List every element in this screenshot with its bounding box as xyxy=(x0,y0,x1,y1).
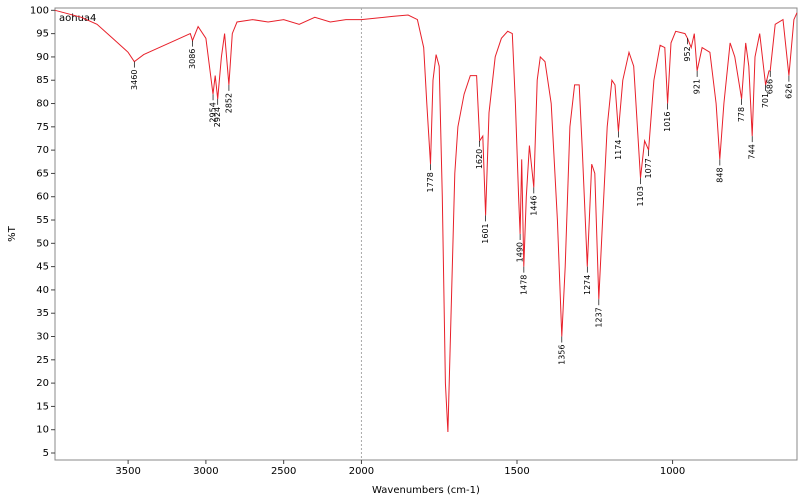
y-tick-label: 95 xyxy=(36,29,49,40)
peak-label: 1077 xyxy=(644,158,653,178)
peak-label: 1103 xyxy=(636,186,645,206)
y-tick-label: 5 xyxy=(43,448,49,459)
y-tick-label: 90 xyxy=(36,52,49,63)
y-tick-label: 85 xyxy=(36,75,49,86)
x-tick-label: 1500 xyxy=(504,466,529,477)
y-tick-label: 20 xyxy=(36,378,49,389)
y-tick-label: 50 xyxy=(36,238,49,249)
peak-label: 952 xyxy=(683,46,692,61)
peak-label: 2924 xyxy=(213,107,222,127)
peak-label: 686 xyxy=(766,79,775,94)
peak-label: 1174 xyxy=(614,139,623,159)
x-tick-label: 3500 xyxy=(115,466,140,477)
peak-label: 1356 xyxy=(557,345,566,365)
peak-label: 1237 xyxy=(594,307,603,327)
plot-frame xyxy=(54,7,798,461)
peak-label: 2852 xyxy=(224,93,233,113)
peak-label: 626 xyxy=(784,84,793,99)
peak-label: 1446 xyxy=(529,195,538,215)
peak-label: 778 xyxy=(737,107,746,122)
peak-label: 701 xyxy=(761,93,770,108)
y-tick-label: 75 xyxy=(36,122,49,133)
y-tick-label: 45 xyxy=(36,262,49,273)
peak-label: 1274 xyxy=(583,275,592,295)
peak-label: 3460 xyxy=(130,70,139,90)
y-tick-label: 100 xyxy=(30,5,49,16)
peak-label: 2954 xyxy=(209,102,218,122)
peak-label: 1601 xyxy=(481,223,490,243)
y-tick-label: 40 xyxy=(36,285,49,296)
y-tick-label: 15 xyxy=(36,401,49,412)
y-tick-label: 55 xyxy=(36,215,49,226)
y-tick-label: 30 xyxy=(36,332,49,343)
y-tick-label: 60 xyxy=(36,192,49,203)
peak-label: 3086 xyxy=(188,49,197,69)
y-tick-label: 80 xyxy=(36,99,49,110)
peak-label: 848 xyxy=(715,167,724,182)
x-tick-label: 3000 xyxy=(193,466,218,477)
x-tick-label: 2000 xyxy=(349,466,374,477)
y-tick-label: 35 xyxy=(36,308,49,319)
y-tick-label: 70 xyxy=(36,145,49,156)
spectrum-line xyxy=(54,9,798,433)
peak-label: 1016 xyxy=(663,112,672,132)
x-tick-label: 2500 xyxy=(271,466,296,477)
x-axis-label: Wavenumbers (cm-1) xyxy=(372,485,480,496)
peak-label: 1478 xyxy=(519,275,528,295)
y-tick-label: 25 xyxy=(36,355,49,366)
peak-label: 1778 xyxy=(426,172,435,192)
peak-label: 921 xyxy=(693,79,702,94)
y-tick-label: 65 xyxy=(36,168,49,179)
y-axis-label: %T xyxy=(7,225,18,242)
peak-label: 1490 xyxy=(516,242,525,262)
x-tick-label: 1000 xyxy=(660,466,685,477)
y-tick-label: 10 xyxy=(36,425,49,436)
peak-label: 1620 xyxy=(475,149,484,169)
peak-label: 744 xyxy=(748,144,757,159)
chart-title: aohua4 xyxy=(59,13,96,24)
